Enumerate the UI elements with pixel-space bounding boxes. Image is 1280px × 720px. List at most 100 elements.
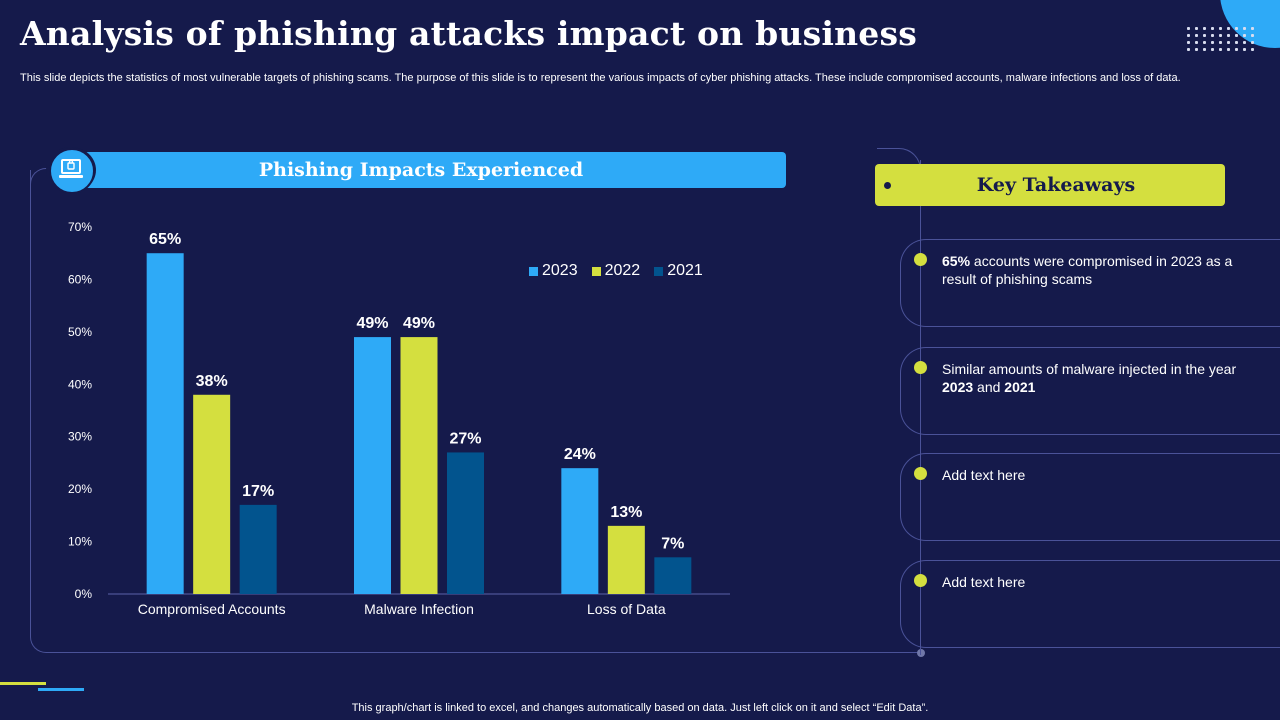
grid-dot (1235, 27, 1238, 30)
grid-dot (1227, 27, 1230, 30)
grid-dot (1195, 27, 1198, 30)
grid-dot (1187, 48, 1190, 51)
takeaways-header: Key Takeaways (875, 164, 1225, 206)
data-label: 17% (242, 483, 274, 500)
grid-dot (1211, 48, 1214, 51)
grid-dot (1203, 27, 1206, 30)
bar-2023 (146, 253, 184, 594)
grid-dot (1227, 48, 1230, 51)
data-label: 65% (149, 231, 181, 248)
grid-dot (1251, 27, 1254, 30)
y-tick-label: 70% (68, 220, 92, 234)
grid-dot (1211, 41, 1214, 44)
grid-dot (1187, 41, 1190, 44)
chart-frame (30, 170, 921, 653)
legend-label: 2021 (667, 262, 703, 279)
data-label: 7% (661, 535, 684, 552)
grid-dot (1195, 41, 1198, 44)
grid-dot (1195, 34, 1198, 37)
bar-2023 (561, 468, 599, 594)
takeaway-item: Similar amounts of malware injected in t… (900, 347, 1280, 435)
y-tick-label: 0% (75, 587, 93, 601)
data-label: 49% (356, 315, 388, 332)
bar-2021 (239, 504, 277, 594)
x-tick-label: Compromised Accounts (138, 601, 286, 617)
takeaway-bullet (914, 574, 927, 587)
y-tick-label: 30% (68, 430, 92, 444)
bar-2023 (354, 337, 391, 594)
grid-dot (1203, 41, 1206, 44)
data-label: 27% (449, 430, 481, 447)
grid-dot (1251, 41, 1254, 44)
x-tick-label: Malware Infection (364, 601, 474, 617)
grid-dot (1219, 27, 1222, 30)
grid-dot (1243, 48, 1246, 51)
chart-icon-circle (49, 148, 95, 194)
takeaway-text: Similar amounts of malware injected in t… (942, 361, 1237, 395)
legend-label: 2023 (542, 262, 578, 279)
takeaway-text: Add text here (942, 574, 1026, 590)
y-tick-label: 40% (68, 377, 92, 391)
bar-2021 (654, 557, 692, 594)
grid-dot (1235, 48, 1238, 51)
data-label: 24% (564, 446, 596, 463)
grid-dot (1203, 48, 1206, 51)
takeaway-item: 65% accounts were compromised in 2023 as… (900, 239, 1280, 327)
bottom-accent-blue (38, 688, 84, 691)
grid-dot (1243, 34, 1246, 37)
chart-legend: 2023 2022 2021 (529, 261, 717, 281)
data-label: 49% (403, 315, 435, 332)
takeaway-text: 65% accounts were compromised in 2023 as… (942, 253, 1233, 287)
chart-header-bar: Phishing Impacts Experienced (56, 152, 786, 188)
grid-dot (1219, 48, 1222, 51)
y-tick-label: 50% (68, 325, 92, 339)
grid-dot (1251, 34, 1254, 37)
grid-dot (1219, 34, 1222, 37)
grid-dot (1203, 34, 1206, 37)
bar-2022 (193, 394, 231, 594)
chart-title: Phishing Impacts Experienced (258, 159, 584, 181)
legend-item: 2023 (529, 262, 578, 280)
grid-dot (1227, 41, 1230, 44)
takeaway-text: Add text here (942, 467, 1026, 483)
x-tick-label: Loss of Data (587, 601, 666, 617)
chart-frame-end-dot (917, 649, 925, 657)
grid-dot (1211, 27, 1214, 30)
bar-2021 (447, 452, 484, 594)
data-label: 38% (196, 373, 228, 390)
legend-swatch (591, 266, 601, 276)
grid-dot (1219, 41, 1222, 44)
legend-label: 2022 (604, 262, 641, 279)
grid-dot (1195, 48, 1198, 51)
takeaways-title: Key Takeaways (976, 174, 1136, 196)
data-label: 13% (610, 504, 642, 521)
legend-item: 2022 (591, 262, 641, 280)
y-tick-label: 20% (68, 482, 92, 496)
grid-dot (1243, 27, 1246, 30)
legend-swatch (654, 266, 664, 276)
y-tick-label: 60% (68, 272, 92, 286)
takeaways-connector-line (920, 160, 921, 655)
footer-note: This graph/chart is linked to excel, and… (351, 702, 929, 714)
takeaway-bullet (914, 253, 927, 266)
bar-2022 (400, 337, 438, 594)
bottom-accent-lime (0, 682, 46, 685)
legend-item: 2021 (654, 262, 703, 280)
grid-dot (1251, 48, 1254, 51)
takeaway-bullet (914, 467, 927, 480)
laptop-icon (59, 159, 83, 178)
grid-dot (1243, 41, 1246, 44)
legend-swatch (529, 266, 538, 276)
takeaway-item: Add text here (900, 453, 1280, 541)
grid-dot (1235, 41, 1238, 44)
y-tick-label: 10% (68, 535, 92, 549)
takeaways-header-dot (884, 182, 891, 189)
bar-2022 (607, 525, 645, 594)
dot-grid-decoration (1187, 27, 1255, 55)
grid-dot (1187, 34, 1190, 37)
takeaway-item: Add text here (900, 560, 1280, 648)
page-subtitle: This slide depicts the statistics of mos… (20, 72, 1181, 84)
grid-dot (1227, 34, 1230, 37)
grid-dot (1187, 27, 1190, 30)
